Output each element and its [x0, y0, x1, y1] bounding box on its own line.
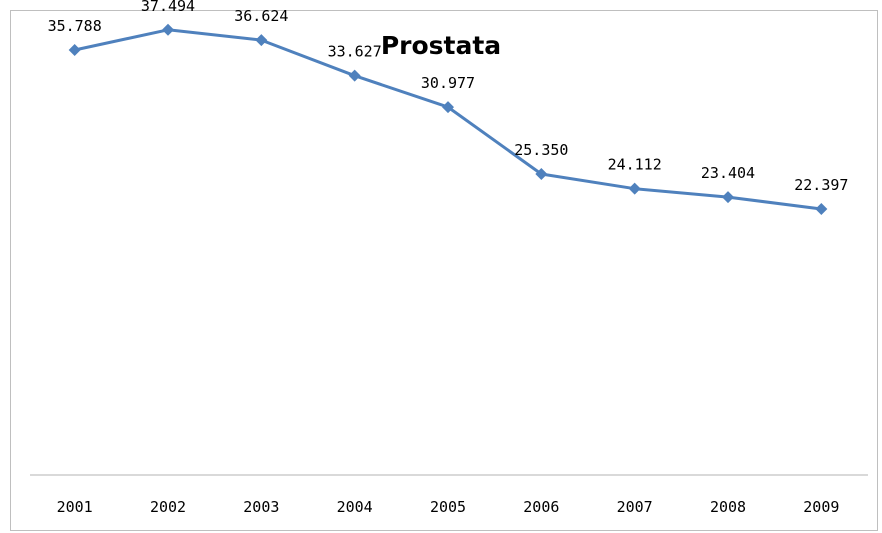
x-tick-label-2009: 2009: [803, 498, 839, 516]
chart-frame: [10, 10, 878, 531]
x-tick-label-2001: 2001: [57, 498, 93, 516]
chart-title: Prostata: [381, 31, 501, 60]
data-point-2009: [815, 203, 828, 216]
data-label-2004: 33.627: [328, 43, 382, 61]
data-label-2007: 24.112: [608, 156, 662, 174]
data-point-2002: [162, 23, 174, 36]
x-tick-label-2004: 2004: [337, 498, 373, 516]
data-label-2002: 37.494: [141, 0, 195, 15]
data-label-2009: 22.397: [794, 176, 848, 194]
data-label-2001: 35.788: [48, 17, 102, 35]
data-point-2003: [255, 34, 268, 47]
x-tick-label-2003: 2003: [243, 498, 279, 516]
data-point-2005: [442, 101, 454, 114]
x-tick-label-2005: 2005: [430, 498, 466, 516]
data-point-2006: [535, 167, 548, 180]
data-point-2008: [722, 191, 734, 204]
data-label-2006: 25.350: [514, 141, 568, 159]
data-point-2007: [628, 182, 641, 195]
x-tick-label-2007: 2007: [617, 498, 653, 516]
x-tick-label-2008: 2008: [710, 498, 746, 516]
x-tick-label-2006: 2006: [523, 498, 559, 516]
data-point-2004: [348, 69, 361, 82]
data-label-2008: 23.404: [701, 164, 755, 182]
series-markers: [68, 23, 828, 216]
data-label-2003: 36.624: [234, 7, 288, 25]
data-label-2005: 30.977: [421, 74, 475, 92]
x-tick-labels: 2001 2002 2003 2004 2005 2006 2007 2008 2009: [57, 498, 840, 516]
x-tick-label-2002: 2002: [150, 498, 186, 516]
data-labels: 35.788 37.494 36.624 33.627 30.977 25.350 24.1…: [48, 0, 849, 194]
data-point-2001: [68, 44, 81, 57]
